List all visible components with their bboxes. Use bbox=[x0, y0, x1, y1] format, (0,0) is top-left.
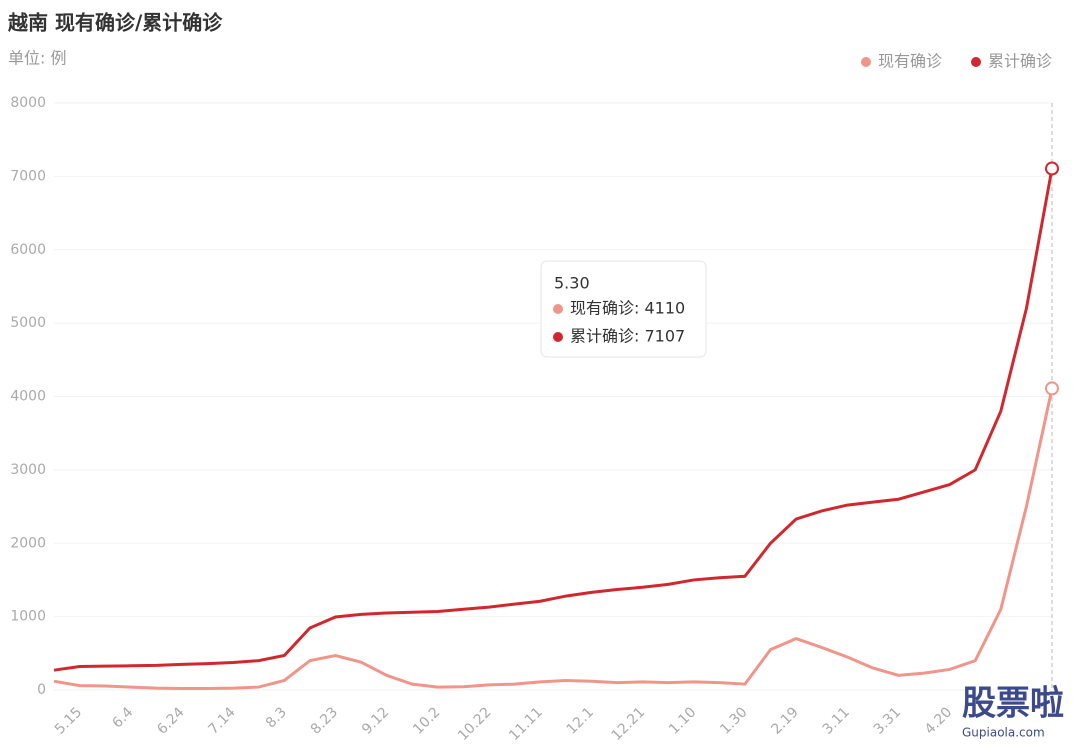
tooltip-marker bbox=[553, 304, 563, 314]
x-tick-label: 11.11 bbox=[506, 704, 546, 742]
tooltip-marker bbox=[553, 332, 563, 342]
legend-label: 累计确诊 bbox=[988, 52, 1052, 71]
x-tick-label: 8.23 bbox=[308, 704, 341, 737]
x-tick-label: 8.3 bbox=[263, 704, 290, 731]
legend-marker bbox=[971, 57, 981, 67]
line bbox=[53, 168, 1054, 672]
x-tick-label: 3.11 bbox=[820, 704, 853, 737]
legend-label: 现有确诊 bbox=[878, 52, 942, 71]
tooltip-title: 5.30 bbox=[554, 274, 590, 293]
x-tick-label: 5.15 bbox=[52, 704, 85, 737]
tooltip: 5.30 现有确诊: 4110 累计确诊: 7107 bbox=[540, 260, 707, 358]
chart-title: 越南 现有确诊/累计确诊 bbox=[7, 11, 223, 35]
y-tick-label: 4000 bbox=[10, 389, 46, 405]
tooltip-item: 现有确诊: 4110 bbox=[570, 299, 685, 318]
chart-subtitle: 单位: 例 bbox=[8, 49, 66, 68]
y-tick-label: 8000 bbox=[10, 95, 46, 111]
x-tick-label: 10.2 bbox=[410, 704, 443, 737]
y-tick-label: 0 bbox=[37, 682, 46, 698]
end-point bbox=[1045, 161, 1059, 176]
x-tick-label: 1.10 bbox=[666, 704, 699, 737]
tooltip-item: 累计确诊: 7107 bbox=[570, 327, 685, 346]
legend-marker bbox=[861, 57, 871, 67]
x-tick-label: 6.4 bbox=[109, 704, 136, 731]
x-tick-label: 4.20 bbox=[922, 704, 955, 737]
x-tick-label: 12.1 bbox=[564, 704, 597, 737]
x-tick-label: 12.21 bbox=[609, 704, 649, 742]
y-tick-label: 1000 bbox=[10, 609, 46, 625]
x-tick-label: 7.14 bbox=[205, 704, 238, 737]
end-point bbox=[1045, 381, 1059, 396]
x-tick-label: 6.24 bbox=[154, 704, 187, 737]
watermark-site: Gupiaola.com bbox=[962, 726, 1045, 740]
y-tick-label: 5000 bbox=[10, 315, 46, 331]
x-tick-label: 10.22 bbox=[455, 704, 495, 742]
y-tick-label: 2000 bbox=[10, 535, 46, 551]
x-tick-label: 1.30 bbox=[717, 704, 750, 737]
y-tick-label: 7000 bbox=[10, 168, 46, 184]
watermark: 股票啦 bbox=[962, 684, 1064, 724]
y-tick-label: 6000 bbox=[10, 242, 46, 258]
x-tick-label: 9.12 bbox=[359, 704, 392, 737]
tooltip-box bbox=[540, 260, 707, 358]
x-tick-label: 3.31 bbox=[871, 704, 904, 737]
line bbox=[53, 388, 1054, 691]
y-tick-label: 3000 bbox=[10, 462, 46, 478]
x-tick-label: 2.19 bbox=[768, 704, 801, 737]
